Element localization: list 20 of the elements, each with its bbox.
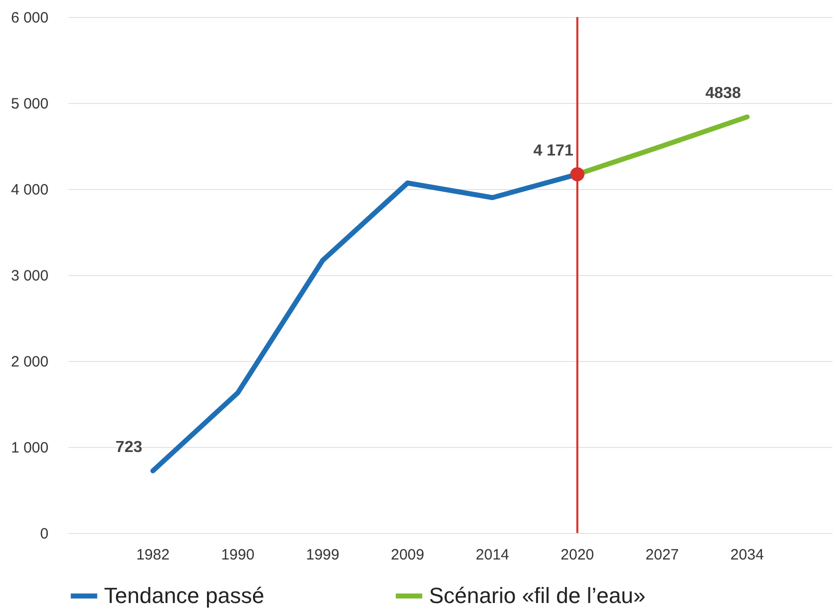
x-tick-label: 1990 [221, 546, 254, 564]
y-tick-label: 4 000 [10, 182, 48, 198]
y-tick-label: 2 000 [10, 354, 48, 370]
x-tick-label: 1982 [136, 546, 170, 564]
y-tick-label: 3 000 [10, 268, 48, 284]
x-tick-label: 2020 [560, 546, 594, 564]
y-tick-label: 0 [40, 526, 48, 542]
x-tick-label: 2009 [390, 546, 424, 564]
y-tick-label: 6 000 [10, 10, 48, 26]
legend-label: Scénario «fil de l’eau» [429, 583, 646, 608]
x-tick-label: 2014 [476, 546, 510, 564]
x-tick-label: 2034 [730, 546, 764, 564]
x-tick-label: 1999 [306, 546, 340, 564]
y-tick-label: 1 000 [10, 440, 48, 456]
legend-label: Tendance passé [104, 583, 264, 608]
data-label: 723 [116, 438, 142, 456]
data-label: 4838 [705, 84, 742, 102]
x-tick-label: 2027 [646, 546, 679, 564]
data-label: 4 171 [533, 142, 574, 160]
y-tick-label: 5 000 [10, 96, 48, 112]
